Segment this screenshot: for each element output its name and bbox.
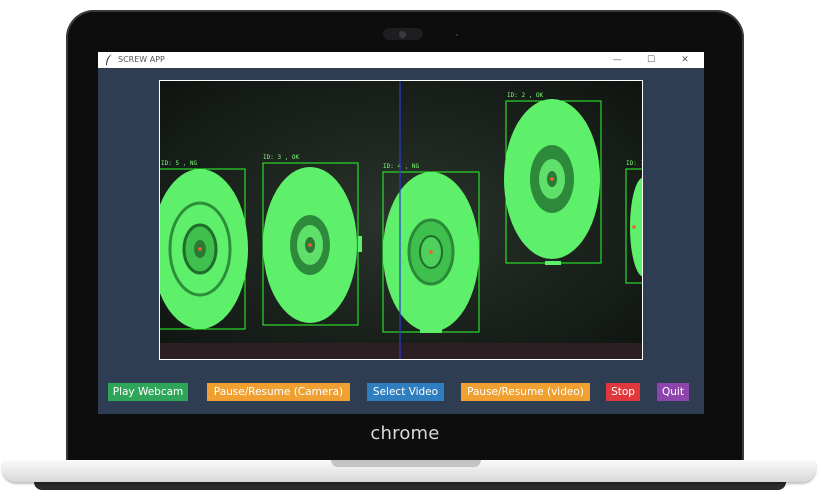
feather-icon [105,54,113,66]
video-display: ID: 2 ID: 1 ID: 5 , NG I [160,81,642,359]
screw-detection: ID: 1 , N [625,160,642,284]
conveyor-edge [160,343,642,359]
detection-label: ID: 4 , NG [383,163,420,170]
detection-label: ID: 1 , N [626,160,642,167]
screw-app-window: SCREW APP — ☐ ✕ ID: 2 ID: 1 [98,52,704,414]
detection-label: ID: 5 , NG [161,160,198,167]
stop-button[interactable]: Stop [606,383,640,401]
detection-label: ID: 2 , OK [507,92,544,99]
select-video-button[interactable]: Select Video [367,383,444,401]
counter-label: ID: 1 [163,112,181,119]
maximize-button[interactable]: ☐ [646,55,656,65]
pause-resume-camera-button[interactable]: Pause/Resume (Camera) [207,383,350,401]
window-titlebar: SCREW APP — ☐ ✕ [98,52,704,68]
screw-detection: ID: 3 , OK [262,154,362,326]
window-title: SCREW APP [118,55,165,64]
detection-label: ID: 3 , OK [263,154,300,161]
laptop-hinge-notch [331,460,481,467]
webcam-indicator [456,34,458,36]
play-webcam-button[interactable]: Play Webcam [108,383,188,401]
laptop-base [2,460,816,482]
quit-button[interactable]: Quit [657,383,689,401]
screw-detection: ID: 5 , NG [160,160,248,330]
laptop-brand-label: chrome [370,423,440,444]
screw-detection: ID: 4 , NG [382,163,480,333]
close-button[interactable]: ✕ [681,55,689,65]
minimize-button[interactable]: — [612,55,622,65]
screw-detection: ID: 2 , OK [504,92,602,265]
webcam-lens [399,31,406,38]
laptop-base-shadow [34,482,786,490]
pause-resume-video-button[interactable]: Pause/Resume (video) [461,383,590,401]
counter-label: ID: 2 [163,86,181,93]
